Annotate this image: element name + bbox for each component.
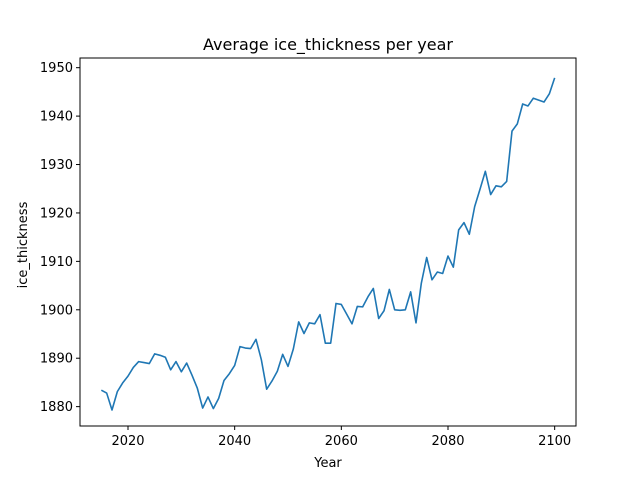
x-tick-label: 2080 — [431, 434, 464, 449]
y-tick-label: 1930 — [40, 158, 73, 173]
x-axis-label: Year — [313, 456, 342, 471]
x-tick-label: 2020 — [111, 434, 144, 449]
y-tick-label: 1950 — [40, 61, 73, 76]
chart-title: Average ice_thickness per year — [203, 35, 453, 55]
x-tick-label: 2040 — [218, 434, 251, 449]
y-tick-label: 1890 — [40, 352, 73, 367]
x-tick-label: 2060 — [325, 434, 358, 449]
y-tick-label: 1910 — [40, 255, 73, 270]
plot-area-frame — [79, 57, 577, 427]
y-tick-label: 1880 — [40, 400, 73, 415]
y-axis-label: ice_thickness — [16, 201, 31, 288]
y-tick-label: 1900 — [40, 303, 73, 318]
y-tick-label: 1920 — [40, 206, 73, 221]
series-line-0 — [100, 77, 556, 411]
y-axis-ticks: 1880 1890 1900 1910 1920 1930 1940 1950 — [40, 61, 80, 415]
x-tick-label: 2100 — [538, 434, 571, 449]
y-tick-label: 1940 — [40, 110, 73, 125]
plot-line-layer — [100, 77, 556, 411]
x-axis-ticks: 2020 2040 2060 2080 2100 — [111, 426, 571, 449]
